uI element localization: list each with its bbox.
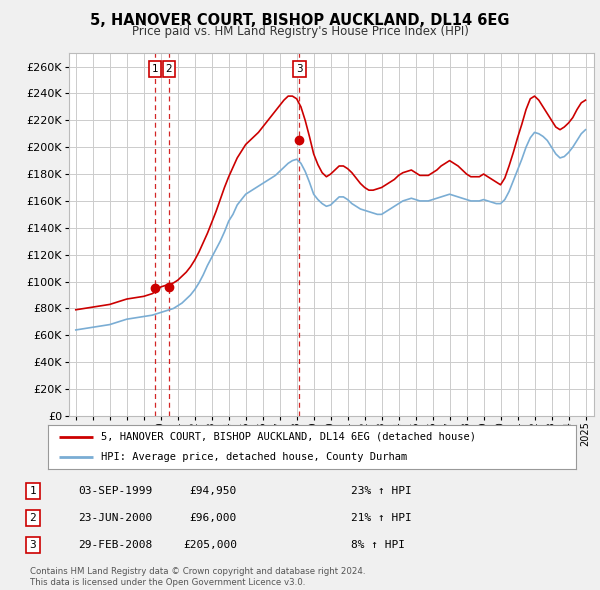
Text: Price paid vs. HM Land Registry's House Price Index (HPI): Price paid vs. HM Land Registry's House … [131,25,469,38]
Text: 3: 3 [29,540,37,550]
Text: This data is licensed under the Open Government Licence v3.0.: This data is licensed under the Open Gov… [30,578,305,587]
Text: 23% ↑ HPI: 23% ↑ HPI [351,486,412,496]
Text: 03-SEP-1999: 03-SEP-1999 [78,486,152,496]
Text: £94,950: £94,950 [190,486,237,496]
Text: 2: 2 [29,513,37,523]
Text: Contains HM Land Registry data © Crown copyright and database right 2024.: Contains HM Land Registry data © Crown c… [30,567,365,576]
Text: £205,000: £205,000 [183,540,237,550]
Text: 2: 2 [166,64,172,74]
Text: 29-FEB-2008: 29-FEB-2008 [78,540,152,550]
Text: HPI: Average price, detached house, County Durham: HPI: Average price, detached house, Coun… [101,452,407,462]
Text: 1: 1 [152,64,158,74]
Text: 5, HANOVER COURT, BISHOP AUCKLAND, DL14 6EG: 5, HANOVER COURT, BISHOP AUCKLAND, DL14 … [90,13,510,28]
Text: 23-JUN-2000: 23-JUN-2000 [78,513,152,523]
Text: 1: 1 [29,486,37,496]
Text: 5, HANOVER COURT, BISHOP AUCKLAND, DL14 6EG (detached house): 5, HANOVER COURT, BISHOP AUCKLAND, DL14 … [101,432,476,442]
Text: 3: 3 [296,64,303,74]
Text: 21% ↑ HPI: 21% ↑ HPI [351,513,412,523]
Text: £96,000: £96,000 [190,513,237,523]
Text: 8% ↑ HPI: 8% ↑ HPI [351,540,405,550]
